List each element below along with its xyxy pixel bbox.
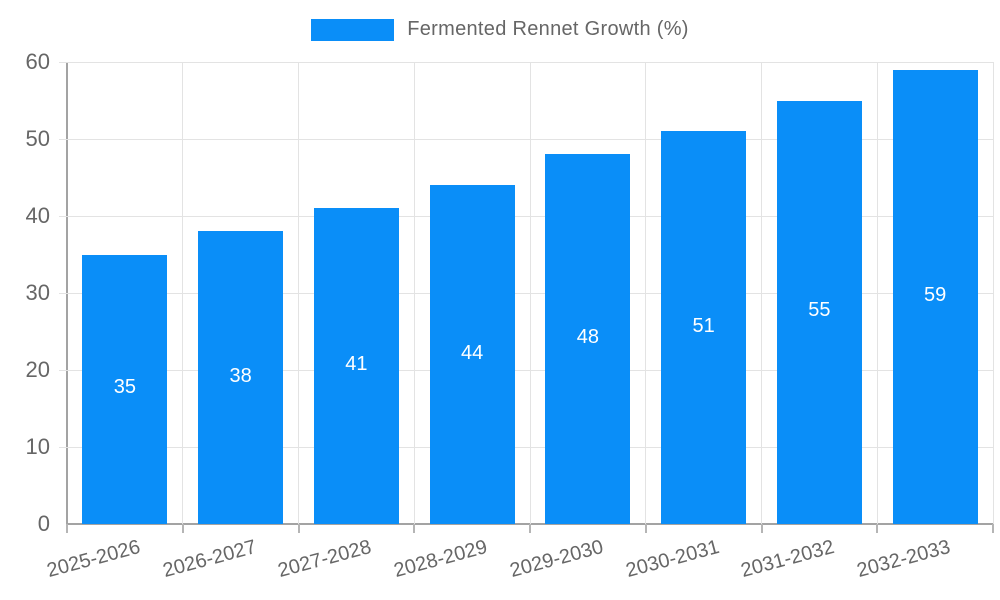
bar-value-label: 55: [808, 299, 831, 322]
x-tick-mark: [992, 524, 994, 533]
chart-legend: Fermented Rennet Growth (%): [0, 18, 1000, 41]
bar: [776, 100, 862, 524]
bar: [892, 69, 978, 524]
legend-label: Fermented Rennet Growth (%): [407, 18, 689, 40]
v-gridline: [529, 62, 531, 524]
bar-value-label: 41: [345, 353, 368, 376]
y-tick-label: 60: [25, 49, 50, 74]
y-axis-line: [66, 62, 68, 533]
bar-value-label: 38: [229, 364, 252, 387]
v-gridline: [413, 62, 415, 524]
legend-swatch: [311, 18, 395, 41]
v-gridline: [761, 62, 762, 524]
bar-value-label: 48: [576, 326, 599, 349]
v-gridline: [992, 62, 994, 524]
x-tick-mark: [297, 524, 300, 533]
y-tick-label: 20: [25, 357, 50, 382]
bar: [198, 231, 284, 524]
y-tick-label: 50: [25, 126, 50, 151]
h-gridline: [59, 138, 993, 140]
bar: [661, 131, 747, 524]
x-tick-mark: [876, 524, 879, 533]
x-tick-mark: [413, 524, 416, 533]
x-tick-mark: [529, 524, 531, 533]
v-gridline: [645, 62, 647, 524]
bar: [313, 208, 399, 524]
bar-value-label: 59: [924, 283, 947, 306]
x-tick-mark: [181, 524, 184, 533]
h-gridline: [59, 61, 993, 63]
v-gridline: [182, 62, 184, 524]
v-gridline: [298, 62, 299, 524]
bar: [82, 254, 168, 524]
y-tick-label: 0: [37, 511, 50, 536]
y-tick-label: 40: [25, 203, 50, 228]
plot-area: 0 10 20 30 40 50 60 35 2025-2026 38 2026-2027 41 202…: [26, 49, 994, 582]
h-gridline: [59, 446, 993, 448]
y-tick-label: 10: [25, 434, 50, 459]
h-gridline: [59, 215, 993, 217]
y-tick-label: 30: [25, 280, 50, 305]
bar: [429, 185, 515, 524]
bar: [545, 154, 631, 524]
v-gridline: [876, 62, 878, 524]
bar-value-label: 44: [461, 341, 484, 364]
bar-value-label: 51: [692, 314, 715, 337]
h-gridline: [59, 292, 993, 294]
h-gridline: [59, 369, 993, 371]
x-tick-mark: [760, 524, 763, 533]
x-tick-mark: [644, 524, 647, 533]
x-tick-mark: [66, 524, 68, 533]
bar-value-label: 35: [113, 376, 136, 399]
